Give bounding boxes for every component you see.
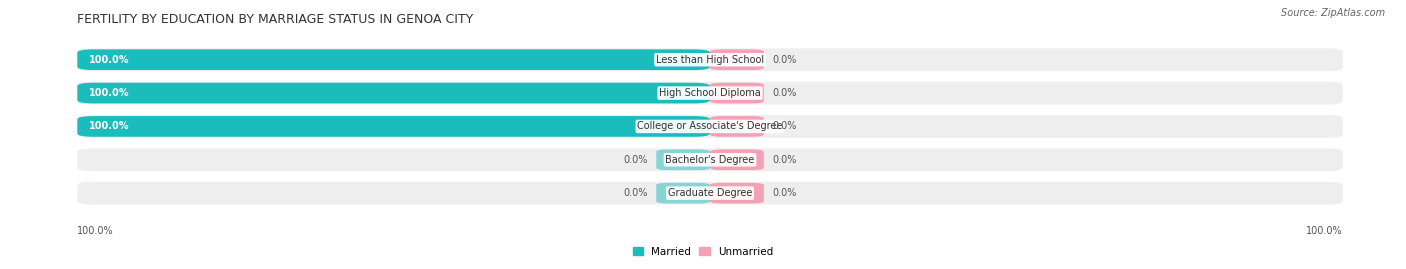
Text: College or Associate's Degree: College or Associate's Degree [637,121,783,132]
Text: FERTILITY BY EDUCATION BY MARRIAGE STATUS IN GENOA CITY: FERTILITY BY EDUCATION BY MARRIAGE STATU… [77,13,474,26]
Text: 100.0%: 100.0% [89,55,129,65]
FancyBboxPatch shape [710,83,763,103]
FancyBboxPatch shape [77,148,1343,171]
FancyBboxPatch shape [657,183,710,203]
FancyBboxPatch shape [77,182,1343,204]
Text: 0.0%: 0.0% [772,155,797,165]
Text: 0.0%: 0.0% [772,88,797,98]
Text: Bachelor's Degree: Bachelor's Degree [665,155,755,165]
Text: 100.0%: 100.0% [89,88,129,98]
Text: 100.0%: 100.0% [89,121,129,132]
FancyBboxPatch shape [710,150,763,170]
FancyBboxPatch shape [77,49,710,70]
Text: 0.0%: 0.0% [772,55,797,65]
Text: 100.0%: 100.0% [1306,226,1343,236]
FancyBboxPatch shape [710,116,763,137]
FancyBboxPatch shape [710,183,763,203]
Legend: Married, Unmarried: Married, Unmarried [628,243,778,261]
FancyBboxPatch shape [77,48,1343,71]
FancyBboxPatch shape [710,49,763,70]
Text: 100.0%: 100.0% [77,226,114,236]
Text: 0.0%: 0.0% [772,121,797,132]
FancyBboxPatch shape [77,116,710,137]
FancyBboxPatch shape [657,150,710,170]
Text: Source: ZipAtlas.com: Source: ZipAtlas.com [1281,8,1385,18]
Text: 0.0%: 0.0% [623,188,648,198]
FancyBboxPatch shape [77,83,710,103]
Text: 0.0%: 0.0% [623,155,648,165]
FancyBboxPatch shape [77,82,1343,104]
FancyBboxPatch shape [77,115,1343,138]
Text: High School Diploma: High School Diploma [659,88,761,98]
Text: Graduate Degree: Graduate Degree [668,188,752,198]
Text: 0.0%: 0.0% [772,188,797,198]
Text: Less than High School: Less than High School [657,55,763,65]
